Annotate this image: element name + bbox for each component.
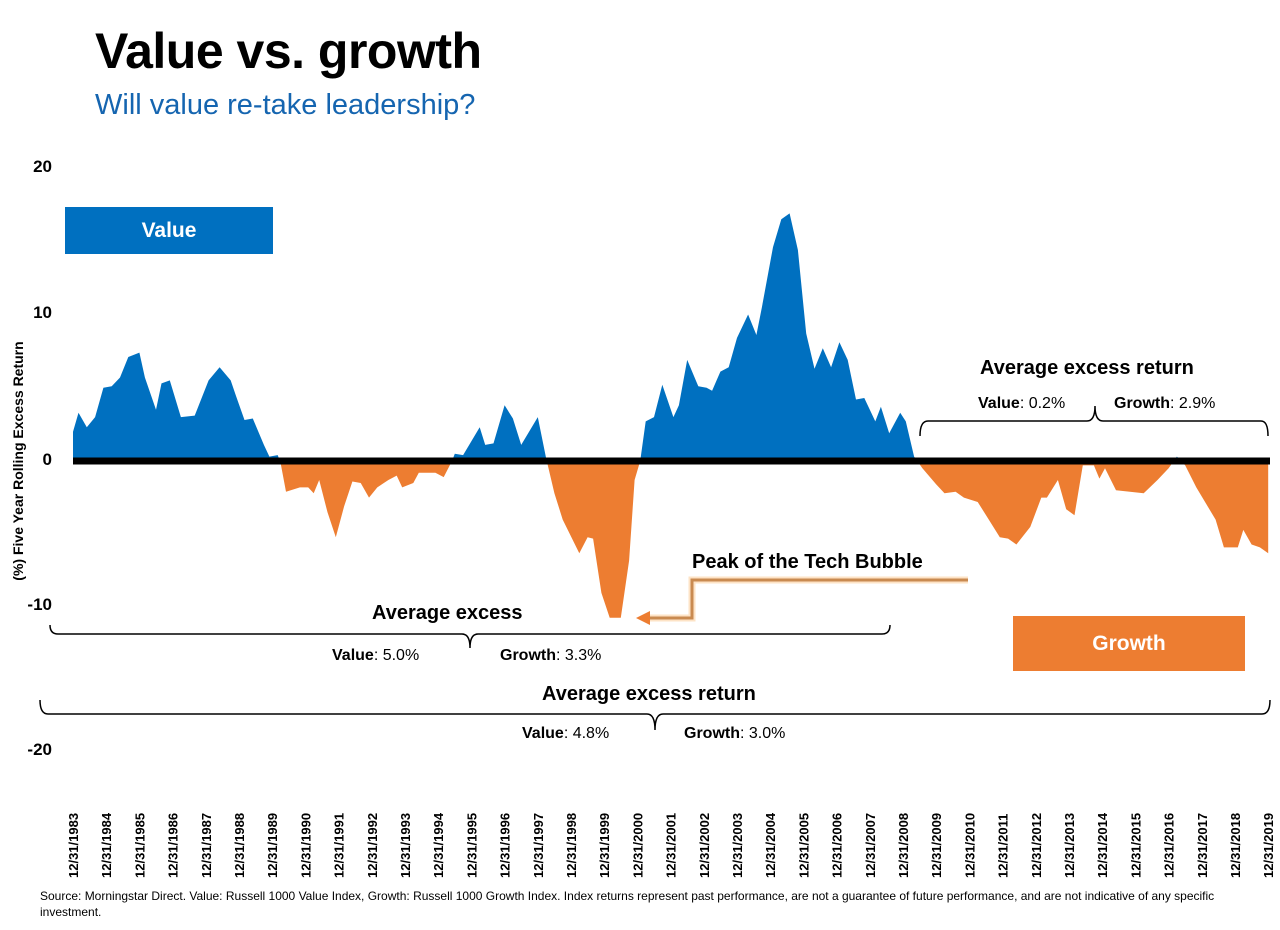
- period2-value: Value: 0.2%: [978, 395, 1066, 412]
- x-tick-label: 12/31/2012: [1029, 813, 1044, 878]
- y-tick-label: 10: [33, 303, 52, 322]
- x-tick-label: 12/31/2001: [664, 813, 679, 878]
- x-tick-label: 12/31/1993: [398, 813, 413, 878]
- x-tick-label: 12/31/1997: [531, 813, 546, 878]
- x-tick-label: 12/31/1985: [132, 813, 147, 878]
- y-tick-label: 20: [33, 157, 52, 176]
- x-tick-label: 12/31/1983: [66, 813, 81, 878]
- x-tick-label: 12/31/1999: [597, 813, 612, 878]
- x-tick-label: 12/31/2008: [896, 813, 911, 878]
- x-tick-label: 12/31/2015: [1128, 813, 1143, 878]
- value-area: [73, 213, 1269, 461]
- period1-value: Value: 5.0%: [332, 647, 420, 664]
- x-tick-label: 12/31/1984: [99, 812, 114, 878]
- x-tick-label: 12/31/2018: [1228, 813, 1243, 878]
- y-tick-label: -20: [27, 740, 52, 759]
- overall-title: Average excess return: [542, 683, 756, 705]
- tech-bubble-arrow: [636, 576, 968, 625]
- legend-growth: Growth: [1013, 616, 1245, 671]
- legend-value-label: Value: [141, 218, 197, 242]
- x-tick-label: 12/31/1986: [166, 813, 181, 878]
- x-tick-label: 12/31/2004: [763, 812, 778, 878]
- x-tick-label: 12/31/2003: [730, 813, 745, 878]
- x-tick-label: 12/31/1987: [199, 813, 214, 878]
- period1-title: Average excess: [372, 602, 523, 624]
- x-tick-label: 12/31/2000: [630, 813, 645, 878]
- legend-value: Value: [65, 207, 273, 254]
- period1-growth: Growth: 3.3%: [500, 647, 602, 664]
- chart-title: Value vs. growth: [95, 23, 482, 79]
- x-tick-label: 12/31/2011: [996, 814, 1011, 878]
- x-tick-label: 12/31/2005: [796, 813, 811, 878]
- y-tick-label: 0: [42, 450, 52, 469]
- x-tick-label: 12/31/1989: [265, 813, 280, 878]
- x-tick-label: 12/31/2013: [1062, 813, 1077, 878]
- x-tick-label: 12/31/1992: [365, 813, 380, 878]
- x-tick-label: 12/31/2016: [1162, 813, 1177, 878]
- bracket-overall: [39, 699, 1271, 731]
- y-axis-label: (%) Five Year Rolling Excess Return: [10, 341, 26, 581]
- x-tick-label: 12/31/2017: [1195, 813, 1210, 878]
- x-tick-label: 12/31/1996: [498, 813, 513, 878]
- chart-subtitle: Will value re-take leadership?: [95, 89, 476, 121]
- x-tick-label: 12/31/2002: [697, 813, 712, 878]
- tech-bubble-label: Peak of the Tech Bubble: [692, 551, 923, 573]
- x-tick-label: 12/31/1991: [332, 813, 347, 878]
- legend-growth-label: Growth: [1092, 631, 1166, 655]
- x-tick-label: 12/31/2006: [830, 813, 845, 878]
- x-tick-label: 12/31/2007: [863, 813, 878, 878]
- overall-value: Value: 4.8%: [522, 725, 610, 742]
- x-tick-label: 12/31/1994: [431, 812, 446, 878]
- period2-growth: Growth: 2.9%: [1114, 395, 1216, 412]
- x-tick-label: 12/31/1988: [232, 813, 247, 878]
- bracket-period2: [919, 405, 1269, 437]
- x-tick-label: 12/31/2014: [1095, 812, 1110, 878]
- x-tick-label: 12/31/1995: [464, 813, 479, 878]
- x-tick-label: 12/31/1990: [298, 813, 313, 878]
- source-note: Source: Morningstar Direct. Value: Russe…: [40, 889, 1215, 919]
- x-tick-label: 12/31/2010: [962, 813, 977, 878]
- x-tick-label: 12/31/1998: [564, 813, 579, 878]
- x-tick-label: 12/31/2009: [929, 813, 944, 878]
- y-tick-label: -10: [27, 595, 52, 614]
- x-tick-label: 12/31/2019: [1261, 813, 1276, 878]
- bracket-period1: [49, 624, 891, 649]
- period2-title: Average excess return: [980, 357, 1194, 379]
- growth-area: [73, 461, 1269, 618]
- overall-growth: Growth: 3.0%: [684, 725, 786, 742]
